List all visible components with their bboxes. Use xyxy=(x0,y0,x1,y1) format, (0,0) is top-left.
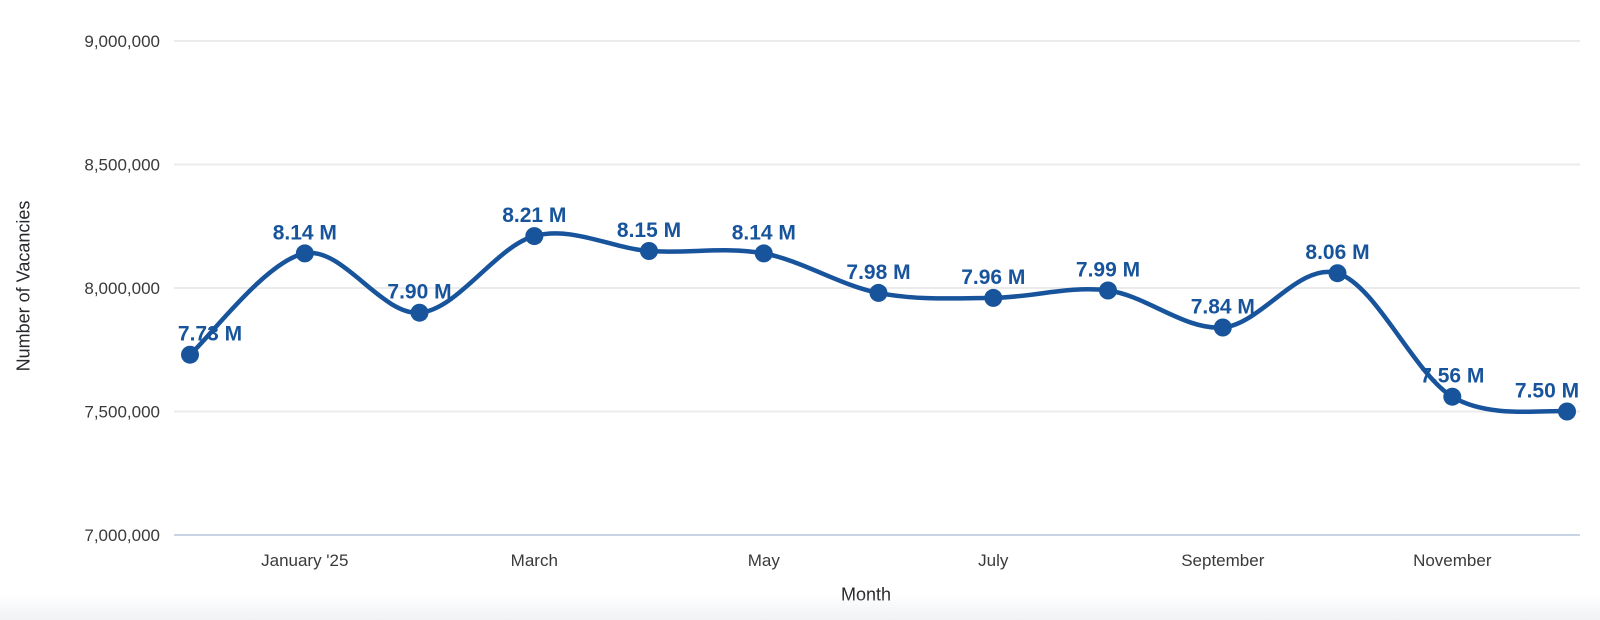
data-point[interactable] xyxy=(869,283,888,302)
point-annotation: 8.14 M xyxy=(273,221,337,244)
point-annotation: 7.73 M xyxy=(178,323,242,346)
data-point[interactable] xyxy=(295,244,314,263)
y-axis-title: Number of Vacancies xyxy=(13,200,34,372)
data-point[interactable] xyxy=(1099,281,1117,300)
x-tick-label: May xyxy=(748,551,781,570)
data-point[interactable] xyxy=(984,288,1003,307)
x-tick-label: September xyxy=(1181,551,1264,570)
x-tick-label: January '25 xyxy=(261,551,348,570)
point-annotation: 7.50 M xyxy=(1515,380,1579,403)
data-point[interactable] xyxy=(754,244,773,263)
point-annotation: 7.98 M xyxy=(846,261,910,284)
point-annotation: 7.99 M xyxy=(1076,259,1140,282)
data-point[interactable] xyxy=(1443,387,1462,406)
data-point[interactable] xyxy=(410,303,429,322)
point-annotation: 7.56 M xyxy=(1420,365,1484,388)
point-annotation: 8.06 M xyxy=(1305,241,1369,264)
point-annotation: 7.96 M xyxy=(961,266,1025,289)
y-tick-label: 8,500,000 xyxy=(84,156,160,175)
x-tick-label: November xyxy=(1413,551,1492,570)
point-annotation: 8.15 M xyxy=(617,219,681,242)
y-tick-label: 7,500,000 xyxy=(84,403,160,422)
point-annotation: 8.14 M xyxy=(732,221,796,244)
point-annotation: 7.90 M xyxy=(387,281,451,304)
data-point[interactable] xyxy=(1558,402,1576,421)
data-point[interactable] xyxy=(1213,318,1232,337)
data-point[interactable] xyxy=(525,227,544,246)
y-tick-label: 9,000,000 xyxy=(84,32,160,51)
point-annotation: 7.84 M xyxy=(1191,296,1255,319)
x-tick-label: July xyxy=(978,551,1009,570)
point-annotation: 8.21 M xyxy=(502,204,566,227)
data-point[interactable] xyxy=(640,242,658,260)
data-point[interactable] xyxy=(1328,264,1347,283)
x-tick-label: March xyxy=(511,551,558,570)
x-axis-title: Month xyxy=(840,584,892,605)
y-tick-label: 7,000,000 xyxy=(84,526,160,545)
data-point[interactable] xyxy=(181,345,199,364)
y-tick-label: 8,000,000 xyxy=(84,279,160,298)
